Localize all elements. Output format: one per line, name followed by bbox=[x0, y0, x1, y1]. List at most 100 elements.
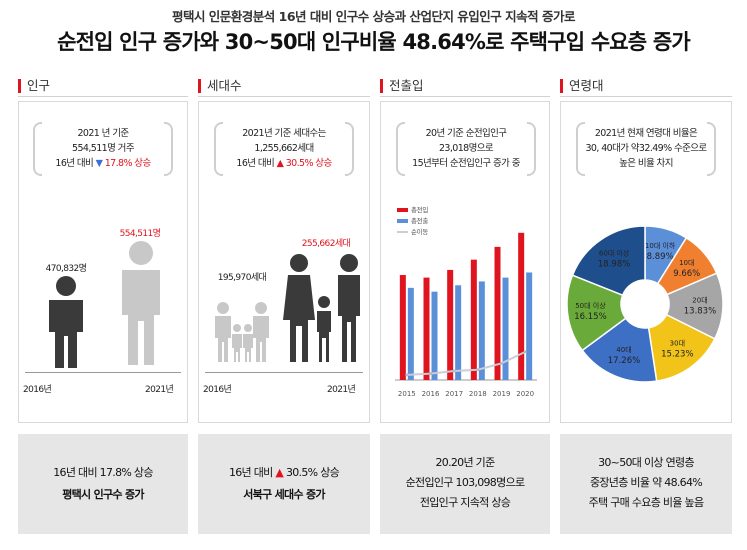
callout-line: 16년 대비 ▼ 17.8% 상승 bbox=[33, 156, 173, 171]
bar-total-out bbox=[478, 281, 485, 380]
net-migration-point bbox=[476, 368, 480, 372]
summary-line: 30~50대 이상 연령층 bbox=[598, 456, 695, 469]
bar-total-out bbox=[502, 277, 509, 380]
down-arrow-icon: ▼ bbox=[95, 158, 103, 169]
slice-category-label: 50대 이상 bbox=[575, 301, 606, 310]
net-migration-point bbox=[523, 350, 527, 354]
baseline bbox=[205, 372, 363, 373]
section-divider bbox=[198, 96, 370, 97]
section-label-age: 연령대 bbox=[560, 79, 604, 93]
x-tick-label: 2016 bbox=[422, 390, 440, 398]
bar-total-out bbox=[431, 291, 438, 380]
x-tick-label: 2017 bbox=[445, 390, 463, 398]
slice-value-label: 16.15% bbox=[574, 312, 606, 322]
summary-line: 20.20년 기준 bbox=[435, 456, 495, 469]
callout-line: 2021 년 기준 bbox=[77, 128, 129, 139]
migration-bar-chart: 2015 2016 2017 2018 2019 2020 bbox=[395, 232, 537, 398]
legend-label: 총전출 bbox=[411, 217, 429, 225]
slice-value-label: 9.66% bbox=[673, 269, 700, 279]
value-2016: 195,970세대 bbox=[217, 273, 267, 283]
net-migration-point bbox=[405, 373, 409, 377]
x-tick-label: 2018 bbox=[469, 390, 487, 398]
bar-total-in bbox=[470, 259, 477, 380]
baseline bbox=[25, 372, 181, 373]
callout-line: 554,511명 거주 bbox=[72, 143, 135, 154]
callout-line: 2021년 기준 세대수는 bbox=[242, 128, 326, 139]
summary-text: 16년 대비 bbox=[228, 466, 273, 479]
age-donut-chart: 10대 이하 8.89% 10대 9.66% 20대 13.83% 30대 15.23% 40대… bbox=[566, 225, 724, 383]
report-subtitle: 평택시 인문환경분석 16년 대비 인구수 상승과 산업단지 유입인구 지속적 … bbox=[171, 9, 576, 24]
section-divider bbox=[18, 96, 188, 97]
summary-line: 평택시 인구수 증가 bbox=[62, 488, 144, 501]
year-label-2021: 2021년 bbox=[145, 385, 174, 395]
summary-line: 순전입인구 103,098명으로 bbox=[405, 476, 525, 489]
callout-text: 16년 대비 bbox=[55, 158, 94, 169]
summary-text: 30.5% 상승 bbox=[285, 466, 340, 479]
up-arrow-icon: ▲ bbox=[276, 158, 284, 169]
donut-slice bbox=[571, 225, 646, 297]
callout-line: 2021년 현재 연령대 비율은 bbox=[594, 128, 698, 139]
bar-total-in bbox=[447, 269, 454, 380]
callout-line: 30, 40대가 약32.49% 수준으로 bbox=[585, 143, 707, 154]
bar-total-out bbox=[455, 285, 462, 380]
x-tick-label: 2020 bbox=[516, 390, 534, 398]
summary-line: 16년 대비 17.8% 상승 bbox=[53, 466, 153, 479]
slice-value-label: 13.83% bbox=[684, 307, 716, 317]
slice-category-label: 30대 bbox=[670, 339, 685, 347]
callout-line: 16년 대비 ▲ 30.5% 상승 bbox=[214, 156, 354, 171]
legend-swatch-gray bbox=[397, 231, 408, 233]
households-summary: 16년 대비 ▲ 30.5% 상승 서북구 세대수 증가 bbox=[198, 434, 370, 534]
value-2016: 470,832명 bbox=[45, 264, 87, 274]
slice-category-label: 20대 bbox=[692, 297, 707, 305]
value-2021: 255,662세대 bbox=[301, 239, 351, 249]
slice-category-label: 60대 이상 bbox=[599, 248, 630, 257]
bar-total-in bbox=[423, 277, 430, 380]
donut-slice bbox=[566, 274, 627, 352]
slice-value-label: 15.23% bbox=[661, 349, 693, 359]
bar-total-in bbox=[494, 246, 501, 380]
slice-value-label: 8.89% bbox=[647, 252, 674, 262]
donut-slice bbox=[647, 313, 716, 382]
callout-line: 1,255,662세대 bbox=[254, 143, 314, 154]
section-label-population: 인구 bbox=[18, 79, 50, 93]
legend-item: 순이동 bbox=[397, 226, 428, 236]
report-title: 순전입 인구 증가와 30~50대 인구비율 48.64%로 주택구입 수요층 … bbox=[57, 30, 691, 54]
slice-category-label: 40대 bbox=[616, 346, 631, 354]
age-summary: 30~50대 이상 연령층 중장년층 비율 약 48.64% 주택 구매 수요층… bbox=[560, 434, 732, 534]
slice-category-label: 10대 이하 bbox=[645, 241, 676, 250]
change-value: 30.5% 상승 bbox=[285, 158, 332, 169]
year-label-2016: 2016년 bbox=[203, 385, 232, 395]
callout-text: 16년 대비 bbox=[236, 158, 275, 169]
slice-category-label: 10대 bbox=[679, 259, 694, 267]
callout-line: 20년 기준 순전입인구 bbox=[425, 128, 507, 139]
migration-summary: 20.20년 기준 순전입인구 103,098명으로 전입인구 지속적 상승 bbox=[380, 434, 550, 534]
age-callout: 2021년 현재 연령대 비율은 30, 40대가 약32.49% 수준으로 높… bbox=[576, 122, 716, 176]
legend-item: 총전출 bbox=[397, 215, 428, 225]
change-value: 17.8% 상승 bbox=[104, 158, 151, 169]
callout-line: 23,018명으로 bbox=[438, 143, 494, 154]
callout-line: 높은 비율 차지 bbox=[619, 158, 673, 169]
summary-line: 16년 대비 ▲ 30.5% 상승 bbox=[198, 464, 370, 482]
households-callout: 2021년 기준 세대수는 1,255,662세대 16년 대비 ▲ 30.5%… bbox=[214, 122, 354, 176]
section-divider bbox=[380, 96, 550, 97]
person-2016-icon bbox=[49, 276, 83, 368]
legend-label: 총전입 bbox=[411, 206, 429, 214]
summary-line: 주택 구매 수요층 비율 높음 bbox=[588, 496, 705, 509]
population-panel: 2021 년 기준 554,511명 거주 16년 대비 ▼ 17.8% 상승 … bbox=[18, 101, 188, 423]
x-tick-label: 2019 bbox=[493, 390, 511, 398]
year-label-2016: 2016년 bbox=[23, 385, 52, 395]
legend-swatch-blue bbox=[397, 219, 408, 223]
legend-swatch-red bbox=[397, 208, 408, 212]
net-migration-point bbox=[452, 369, 456, 373]
net-migration-point bbox=[429, 372, 432, 376]
section-label-households: 세대수 bbox=[198, 79, 242, 93]
family-2021-icon bbox=[283, 254, 360, 362]
value-2021: 554,511명 bbox=[119, 229, 161, 239]
year-label-2021: 2021년 bbox=[327, 385, 356, 395]
net-migration-point bbox=[500, 361, 503, 365]
households-panel: 2021년 기준 세대수는 1,255,662세대 16년 대비 ▲ 30.5%… bbox=[198, 101, 370, 423]
callout-line: 15년부터 순전입인구 증가 중 bbox=[412, 158, 520, 169]
summary-line: 중장년층 비율 약 48.64% bbox=[589, 476, 703, 489]
bar-total-out bbox=[407, 287, 414, 380]
person-2021-icon bbox=[122, 241, 160, 365]
